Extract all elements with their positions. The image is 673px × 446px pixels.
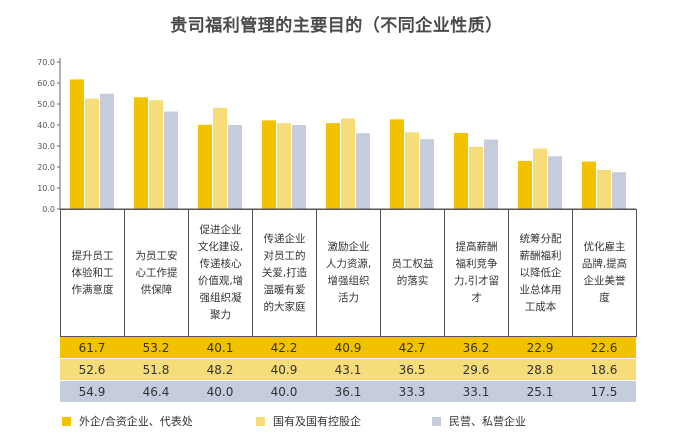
data-label: 46.4: [124, 380, 188, 403]
data-label: 33.1: [444, 380, 508, 403]
bar-private: [100, 93, 114, 209]
legend-swatch: [256, 417, 265, 426]
data-label: 36.1: [316, 380, 380, 403]
category-label: 为员工安心工作提供保障: [124, 209, 189, 337]
y-tick-label: 60.0: [37, 79, 55, 88]
legend: 外企/合资企业、代表处 国有及国有控股企 民营、私营企业: [62, 415, 662, 435]
chart-title: 贵司福利管理的主要目的（不同企业性质）: [170, 16, 503, 36]
data-label: 42.7: [380, 337, 444, 359]
bar-private: [292, 125, 306, 209]
legend-label: 民营、私营企业: [449, 415, 526, 428]
data-label: 61.7: [60, 337, 124, 359]
value-table: 61.7 53.2 40.1 42.2 40.9 42.7 36.2 22.9 22.6 52.6…: [60, 337, 636, 403]
y-tick-label: 50.0: [37, 100, 55, 109]
value-row: 61.7 53.2 40.1 42.2 40.9 42.7 36.2 22.9 22.6: [60, 337, 636, 359]
category-label: 传递企业对员工的关爱,打造温暖有爱的大家庭: [252, 209, 317, 337]
legend-item: 外企/合资企业、代表处: [62, 415, 193, 429]
bar-private: [548, 156, 562, 209]
data-label: 28.8: [508, 358, 572, 381]
bar-chart: 0.0 10.0 20.0 30.0 40.0 50.0 60.0 70.0: [37, 58, 636, 212]
legend-label: 国有及国有控股企: [273, 415, 361, 428]
category-label: 员工权益的落实: [380, 209, 445, 337]
bar-foreign: [70, 79, 84, 210]
bar-foreign: [262, 120, 276, 209]
data-label: 48.2: [188, 358, 252, 381]
bar-foreign: [518, 160, 532, 209]
category-label: 激励企业人力资源,增强组织活力: [316, 209, 381, 337]
data-label: 40.0: [252, 380, 316, 403]
category-label: 统筹分配薪酬福利以降低企业总体用工成本: [508, 209, 573, 337]
data-label: 40.9: [316, 337, 380, 359]
legend-label: 外企/合资企业、代表处: [79, 415, 193, 428]
category-label: 促进企业文化建设,传递核心价值观,增强组织凝聚力: [188, 209, 253, 337]
y-tick-label: 30.0: [37, 142, 55, 151]
data-label: 52.6: [60, 358, 124, 381]
data-label: 18.6: [572, 358, 636, 381]
value-row: 54.9 46.4 40.0 40.0 36.1 33.3 33.1 25.1 17.5: [60, 380, 636, 403]
data-label: 53.2: [124, 337, 188, 359]
y-tick-label: 20.0: [37, 163, 55, 172]
legend-swatch: [432, 417, 441, 426]
data-label: 54.9: [60, 380, 124, 403]
bar-state: [277, 123, 291, 209]
y-tick-label: 0.0: [42, 205, 55, 212]
bar-foreign: [134, 97, 148, 209]
bar-state: [469, 146, 483, 209]
data-label: 40.1: [188, 337, 252, 359]
bar-state: [85, 98, 99, 209]
value-row: 52.6 51.8 48.2 40.9 43.1 36.5 29.6 28.8 18.6: [60, 358, 636, 381]
category-row: 提升员工体验和工作满意度 为员工安心工作提供保障 促进企业文化建设,传递核心价值观,…: [60, 209, 637, 337]
legend-item: 民营、私营企业: [432, 415, 526, 429]
bar-state: [213, 107, 227, 209]
bar-private: [164, 111, 178, 209]
data-label: 22.6: [572, 337, 636, 359]
data-label: 36.5: [380, 358, 444, 381]
category-label: 提升员工体验和工作满意度: [60, 209, 125, 337]
bar-foreign: [582, 161, 596, 209]
legend-swatch: [62, 417, 71, 426]
y-tick-label: 40.0: [37, 121, 55, 130]
bar-foreign: [390, 119, 404, 209]
data-label: 40.0: [188, 380, 252, 403]
data-label: 43.1: [316, 358, 380, 381]
y-tick-label: 10.0: [37, 184, 55, 193]
bar-foreign: [326, 123, 340, 209]
bar-private: [420, 139, 434, 209]
bar-state: [533, 148, 547, 209]
y-tick-label: 70.0: [37, 58, 55, 67]
bar-state: [341, 118, 355, 209]
category-label: 提高薪酬福利竞争力,引才留才: [444, 209, 509, 337]
bar-foreign: [198, 124, 212, 209]
bar-private: [228, 125, 242, 209]
bar-state: [405, 132, 419, 209]
data-label: 33.3: [380, 380, 444, 403]
data-label: 40.9: [252, 358, 316, 381]
bar-private: [484, 139, 498, 209]
data-label: 17.5: [572, 380, 636, 403]
data-label: 36.2: [444, 337, 508, 359]
data-label: 25.1: [508, 380, 572, 403]
bar-state: [597, 169, 611, 209]
data-label: 51.8: [124, 358, 188, 381]
bar-state: [149, 100, 163, 209]
bar-private: [356, 133, 370, 209]
bar-foreign: [454, 132, 468, 209]
data-label: 29.6: [444, 358, 508, 381]
category-label: 优化雇主品牌,提高企业美誉度: [572, 209, 637, 337]
category-table: 提升员工体验和工作满意度 为员工安心工作提供保障 促进企业文化建设,传递核心价值观,…: [60, 209, 637, 337]
data-label: 22.9: [508, 337, 572, 359]
bar-private: [612, 172, 626, 209]
data-label: 42.2: [252, 337, 316, 359]
legend-item: 国有及国有控股企: [256, 415, 361, 429]
